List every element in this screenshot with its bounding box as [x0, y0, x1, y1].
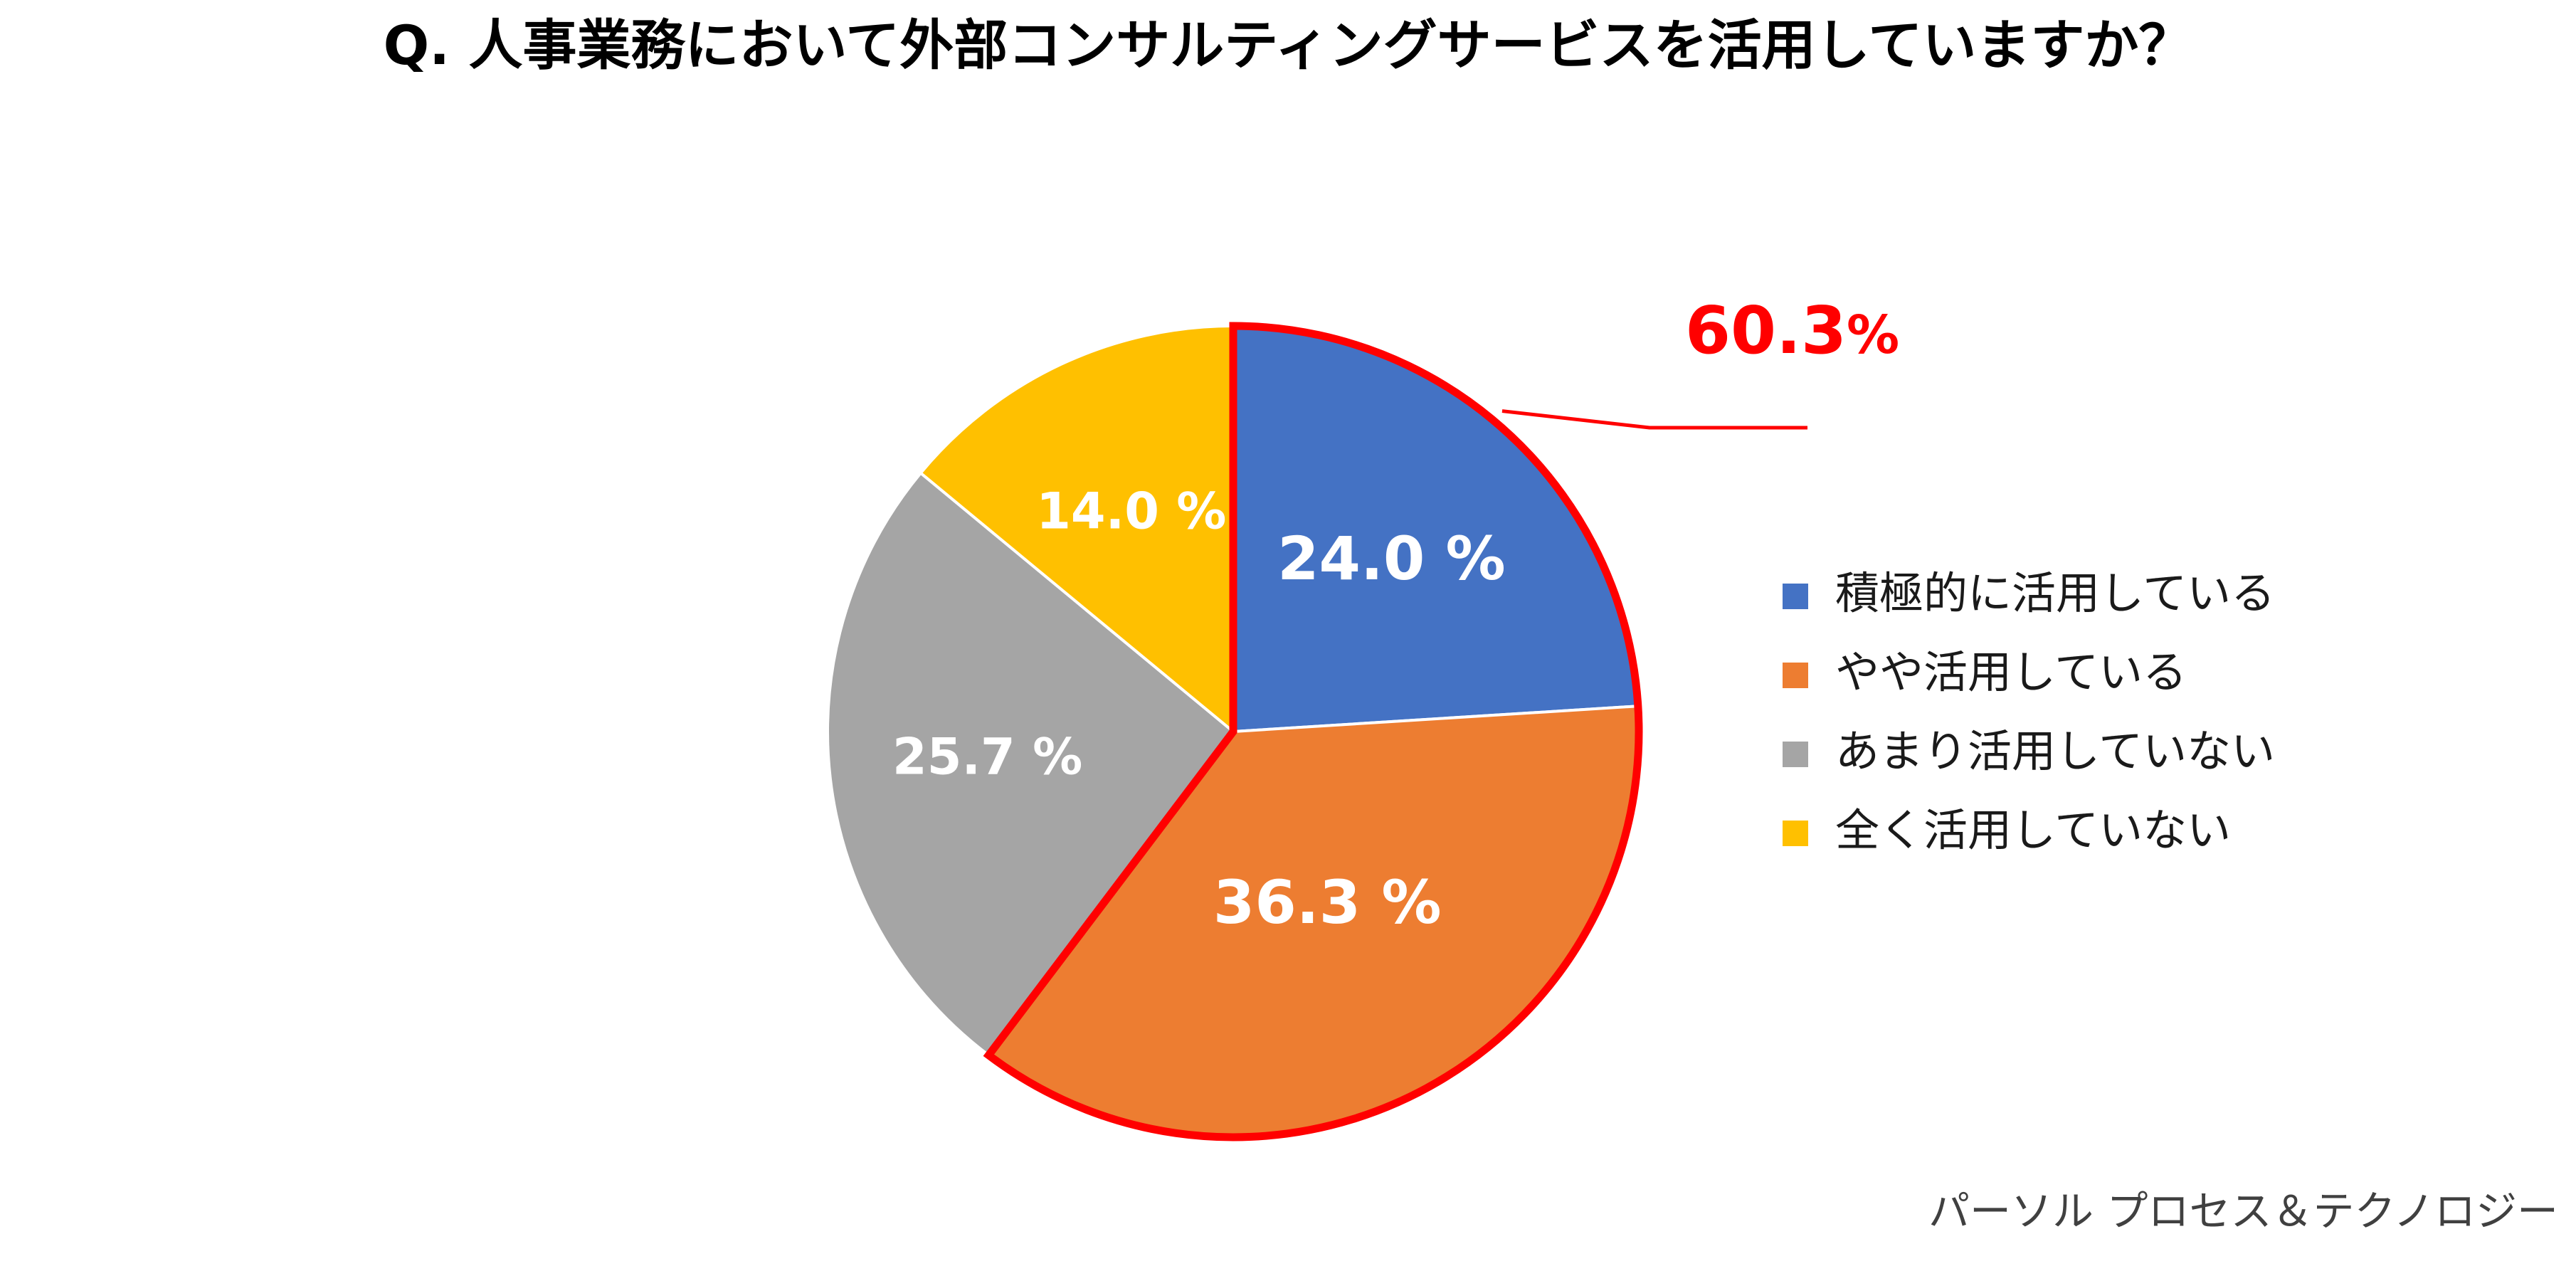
slice-value-label: 36.3 % — [1213, 867, 1442, 937]
legend-label: 全く活用していない — [1835, 804, 2231, 856]
legend-swatch — [1783, 742, 1808, 767]
slice-labels: 24.0 % 36.3 % 25.7 % 14.0 % — [892, 482, 1506, 937]
callout-value: 60.3 — [1685, 292, 1847, 369]
slice-value-label: 24.0 % — [1277, 524, 1506, 594]
slice-value-label: 14.0 % — [1036, 482, 1226, 541]
pie-slices — [826, 324, 1640, 1139]
callout-leader-line — [1501, 409, 1807, 430]
legend-label: 積極的に活用している — [1835, 567, 2275, 619]
legend-swatch — [1783, 663, 1808, 688]
callout-label: 60.3% — [1685, 292, 1899, 369]
chart-title: Q. 人事業務において外部コンサルティングサービスを活用していますか？ — [384, 14, 2193, 77]
highlight-outline — [983, 322, 1643, 1141]
legend-label: あまり活用していない — [1835, 725, 2275, 777]
pie-slice — [918, 324, 1235, 735]
slice-value-label: 25.7 % — [892, 727, 1082, 786]
callout-unit: % — [1847, 305, 1899, 366]
legend-label: やや活用している — [1835, 646, 2187, 698]
legend-swatch — [1783, 584, 1808, 609]
credit-text: パーソル プロセス＆テクノロジー — [1928, 1187, 2558, 1235]
pie-slice — [826, 470, 1235, 1058]
legend-swatch — [1783, 821, 1808, 846]
